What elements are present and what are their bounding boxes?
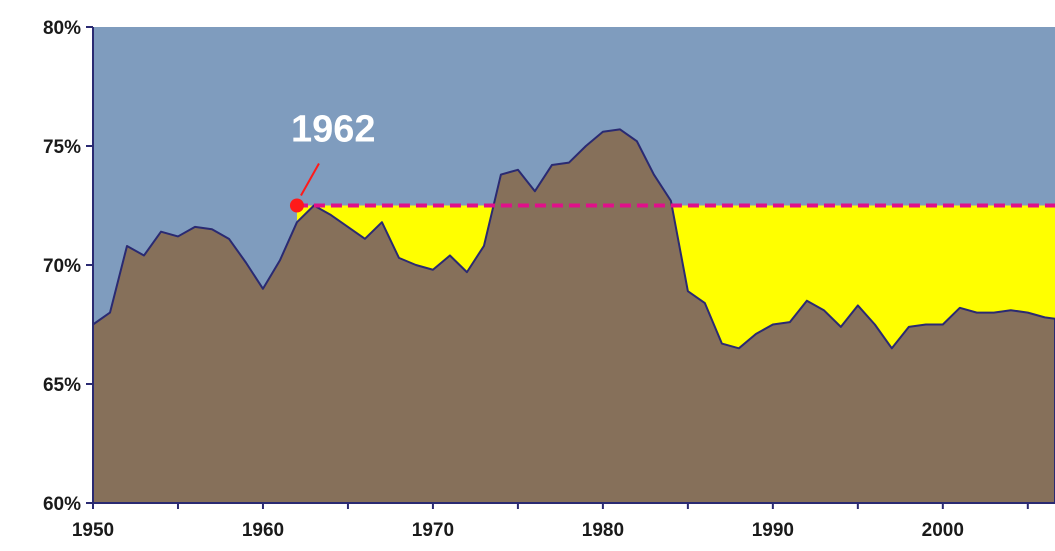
series-area bbox=[92, 128, 1055, 504]
annotation-1962: 1962 bbox=[291, 109, 376, 151]
x-tick-label: 1980 bbox=[582, 520, 624, 541]
x-tick-label: 1950 bbox=[72, 520, 114, 541]
x-tick-label: 2000 bbox=[922, 520, 964, 541]
y-axis: 60% 65% 70% 75% 80% bbox=[43, 18, 93, 515]
y-tick-label: 65% bbox=[43, 375, 81, 396]
highlight-marker bbox=[289, 198, 304, 213]
x-tick-label: 1960 bbox=[242, 520, 284, 541]
gap-fill-area bbox=[296, 129, 1055, 349]
annotation-leader bbox=[300, 163, 320, 196]
x-tick-label: 1990 bbox=[752, 520, 794, 541]
y-tick-label: 70% bbox=[43, 256, 81, 277]
y-tick-label: 60% bbox=[43, 494, 81, 515]
y-tick-label: 75% bbox=[43, 137, 81, 158]
x-axis: 1950 1960 1970 1980 1990 2000 bbox=[72, 503, 1029, 541]
y-tick-label: 80% bbox=[43, 18, 81, 39]
x-tick-label: 1970 bbox=[412, 520, 454, 541]
